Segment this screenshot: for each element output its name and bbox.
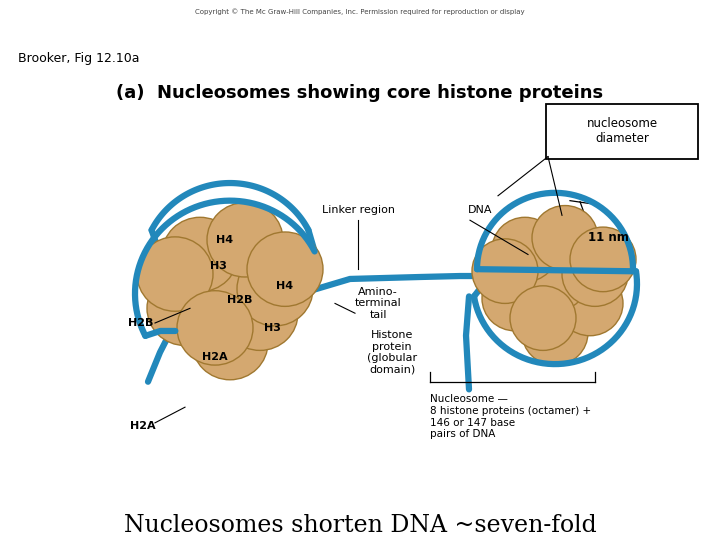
- Circle shape: [482, 266, 548, 331]
- Circle shape: [237, 252, 313, 326]
- Text: 11 nm: 11 nm: [588, 231, 629, 244]
- Circle shape: [492, 217, 558, 282]
- Text: H2B: H2B: [128, 318, 153, 328]
- Text: (a)  Nucleosomes showing core histone proteins: (a) Nucleosomes showing core histone pro…: [117, 84, 603, 102]
- Text: DNA: DNA: [468, 205, 492, 215]
- Text: Copyright © The Mc Graw-Hill Companies, Inc. Permission required for reproductio: Copyright © The Mc Graw-Hill Companies, …: [195, 9, 525, 15]
- Circle shape: [247, 232, 323, 306]
- Circle shape: [522, 247, 588, 311]
- Circle shape: [207, 202, 283, 277]
- Text: H4: H4: [217, 235, 233, 245]
- Circle shape: [562, 242, 628, 306]
- FancyBboxPatch shape: [546, 104, 698, 159]
- Text: H2A: H2A: [130, 421, 156, 431]
- Text: Linker region: Linker region: [322, 205, 395, 215]
- Circle shape: [162, 217, 238, 292]
- Text: H4: H4: [276, 281, 294, 291]
- Circle shape: [557, 271, 623, 336]
- Text: Nucleosome —
8 histone proteins (octamer) +
146 or 147 base
pairs of DNA: Nucleosome — 8 histone proteins (octamer…: [430, 394, 591, 439]
- Circle shape: [510, 286, 576, 350]
- Circle shape: [177, 291, 253, 365]
- Circle shape: [522, 300, 588, 365]
- Circle shape: [137, 237, 213, 311]
- Circle shape: [192, 247, 268, 321]
- Circle shape: [192, 306, 268, 380]
- Text: H3: H3: [210, 261, 226, 271]
- Text: H3: H3: [264, 323, 280, 333]
- Text: Histone
protein
(globular
domain): Histone protein (globular domain): [367, 330, 417, 375]
- Circle shape: [472, 239, 538, 303]
- Circle shape: [147, 271, 223, 346]
- Circle shape: [222, 276, 298, 350]
- Text: H2B: H2B: [228, 295, 253, 306]
- Circle shape: [570, 227, 636, 292]
- Text: Nucleosomes shorten DNA ~seven-fold: Nucleosomes shorten DNA ~seven-fold: [124, 514, 596, 537]
- Text: Amino-
terminal
tail: Amino- terminal tail: [355, 287, 401, 320]
- Text: H2A: H2A: [202, 352, 228, 362]
- Text: nucleosome
diameter: nucleosome diameter: [586, 117, 657, 145]
- Circle shape: [532, 206, 598, 270]
- Text: Brooker, Fig 12.10a: Brooker, Fig 12.10a: [18, 52, 140, 65]
